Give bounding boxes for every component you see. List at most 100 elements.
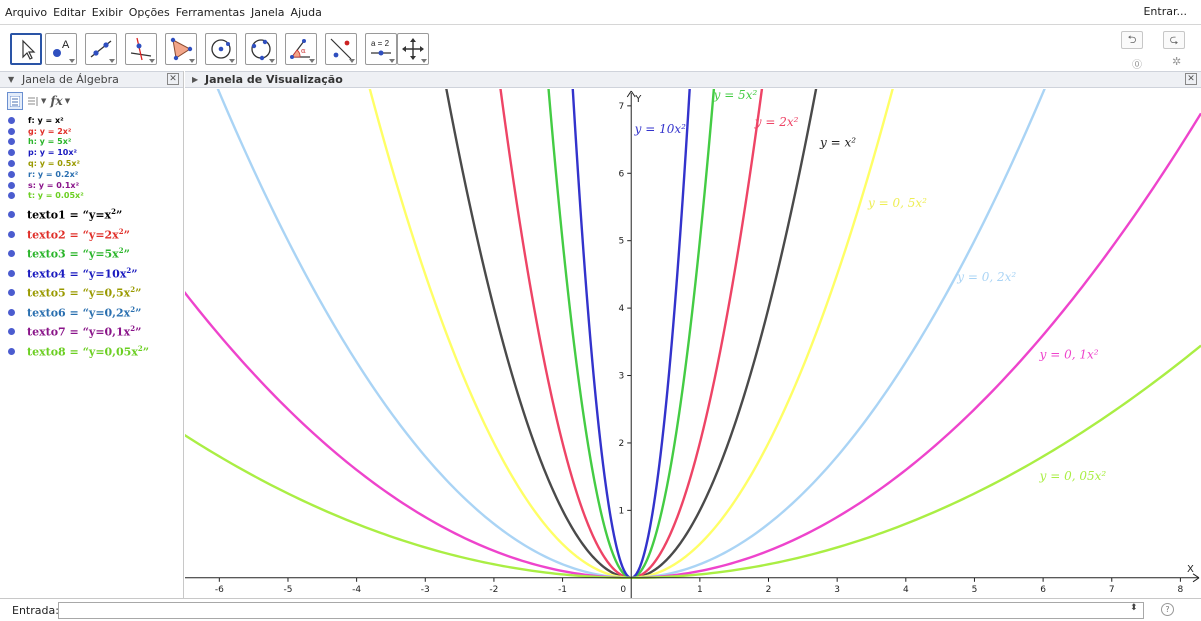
x-tick-label: 8	[1178, 585, 1184, 595]
algebra-text-row[interactable]: texto7 = “y=0,1x2”	[0, 322, 184, 342]
function-labels: y = x² y = 2x² y = 5x² y = 10x² y = 0, 5x² y …	[634, 89, 1107, 483]
text-object-value: y=0,05x	[88, 345, 138, 359]
text-object-value: y=2x	[88, 228, 119, 242]
move-graphics-view-icon	[402, 38, 424, 60]
visibility-toggle-icon[interactable]	[8, 149, 15, 157]
text-object-name: texto8	[27, 345, 66, 359]
svg-text:A: A	[62, 39, 70, 51]
algebra-text-row[interactable]: texto3 = “y=5x2”	[0, 244, 184, 264]
circle-three-points-tool-button[interactable]	[245, 33, 277, 65]
graph-label-p[interactable]: y = 10x²	[634, 122, 687, 136]
close-graphics-view-icon[interactable]: ✕	[1185, 73, 1197, 85]
x-tick-label: -1	[558, 585, 567, 595]
line-tool-button[interactable]	[85, 33, 117, 65]
graph-label-g[interactable]: y = 2x²	[754, 115, 799, 129]
algebra-function-row[interactable]: g: y = 2x²	[0, 126, 184, 137]
parabola-t[interactable]	[185, 344, 1201, 579]
line-icon	[90, 40, 112, 58]
visibility-toggle-icon[interactable]	[8, 181, 15, 189]
graph-label-t[interactable]: y = 0, 05x²	[1039, 469, 1107, 483]
angle-tool-button[interactable]: α	[285, 33, 317, 65]
close-algebra-view-icon[interactable]: ✕	[167, 73, 179, 85]
graph-label-s[interactable]: y = 0, 1x²	[1039, 348, 1099, 362]
algebra-function-row[interactable]: p: y = 10x²	[0, 147, 184, 158]
polygon-tool-button[interactable]	[165, 33, 197, 65]
visibility-toggle-icon[interactable]	[8, 192, 15, 200]
menu-exibir[interactable]: Exibir	[91, 5, 123, 19]
graph-label-h[interactable]: y = 5x²	[713, 89, 758, 102]
menu-editar[interactable]: Editar	[53, 5, 86, 19]
graph-label-r[interactable]: y = 0, 2x²	[956, 270, 1016, 284]
description-mode-button[interactable]: fx ▼	[50, 92, 70, 110]
exponent: 2	[130, 285, 136, 295]
help-icon[interactable]: ⓪	[1132, 60, 1142, 71]
function-definition: q: y = 0.5x²	[28, 159, 81, 169]
algebra-function-row[interactable]: q: y = 0.5x²	[0, 158, 184, 169]
visibility-toggle-icon[interactable]	[8, 230, 15, 238]
algebra-function-row[interactable]: t: y = 0.05x²	[0, 191, 184, 202]
algebra-text-row[interactable]: texto1 = “y=x2”	[0, 205, 184, 225]
perpendicular-tool-button[interactable]	[125, 33, 157, 65]
function-graphs	[185, 89, 1201, 579]
visibility-toggle-icon[interactable]	[8, 308, 15, 316]
sort-by-button[interactable]: ▼	[27, 92, 46, 110]
graph-label-q[interactable]: y = 0, 5x²	[867, 196, 927, 210]
point-tool-button[interactable]: A	[45, 33, 77, 65]
menu-arquivo[interactable]: Arquivo	[5, 5, 48, 19]
menu-janela[interactable]: Janela	[251, 5, 285, 19]
menu-bar: Arquivo Editar Exibir Opções Ferramentas…	[0, 0, 1201, 24]
expand-triangle-icon[interactable]: ▶	[192, 75, 199, 84]
menu-ajuda[interactable]: Ajuda	[290, 5, 322, 19]
graphics-canvas[interactable]: y = x² y = 2x² y = 5x² y = 10x² y = 0, 5x² y …	[185, 89, 1201, 598]
visibility-toggle-icon[interactable]	[8, 289, 15, 297]
collapse-triangle-icon[interactable]: ▼	[8, 75, 15, 84]
reflect-tool-button[interactable]	[325, 33, 357, 65]
graph-label-f[interactable]: y = x²	[819, 135, 856, 149]
algebra-object-list: f: y = x² g: y = 2x² h: y = 5x² p: y = 10x²…	[0, 115, 184, 361]
algebra-function-row[interactable]: s: y = 0.1x²	[0, 180, 184, 191]
input-help-icon[interactable]: ?	[1161, 603, 1174, 616]
text-object-value: y=5x	[88, 248, 119, 262]
text-object-equals: = “	[65, 345, 89, 359]
graphics-view-title: Janela de Visualização	[205, 73, 343, 86]
input-field[interactable]	[58, 602, 1144, 619]
y-tick-label: 3	[618, 372, 624, 382]
text-object-name: texto6	[27, 306, 66, 320]
parabola-s[interactable]	[185, 112, 1201, 579]
redo-button[interactable]: ⮎	[1163, 31, 1185, 49]
x-tick-label: -3	[421, 585, 430, 595]
algebra-text-row[interactable]: texto8 = “y=0,05x2”	[0, 342, 184, 362]
visibility-toggle-icon[interactable]	[8, 250, 15, 258]
visibility-toggle-icon[interactable]	[8, 138, 15, 146]
algebra-text-row[interactable]: texto4 = “y=10x2”	[0, 264, 184, 284]
graphics-view: ▶ Janela de Visualização ✕ y = x² y = 2x²…	[185, 71, 1201, 598]
menu-opcoes[interactable]: Opções	[128, 5, 170, 19]
algebra-function-row[interactable]: f: y = x²	[0, 115, 184, 126]
algebra-function-row[interactable]: r: y = 0.2x²	[0, 169, 184, 180]
y-axis-label: Y	[634, 94, 642, 105]
algebra-text-row[interactable]: texto6 = “y=0,2x2”	[0, 303, 184, 323]
login-link[interactable]: Entrar...	[1143, 5, 1187, 18]
visibility-toggle-icon[interactable]	[8, 347, 15, 355]
move-view-tool-button[interactable]	[397, 33, 429, 65]
slider-tool-button[interactable]: a = 2	[365, 33, 397, 65]
visibility-toggle-icon[interactable]	[8, 160, 15, 168]
undo-button[interactable]: ⮌	[1121, 31, 1143, 49]
function-definition: h: y = 5x²	[28, 137, 72, 147]
input-history-arrows-icon[interactable]: ⬍	[1130, 603, 1138, 613]
visibility-toggle-icon[interactable]	[8, 211, 15, 219]
auxiliary-objects-toggle[interactable]	[7, 92, 23, 110]
algebra-text-row[interactable]: texto2 = “y=2x2”	[0, 225, 184, 245]
exponent: 2	[130, 304, 136, 314]
visibility-toggle-icon[interactable]	[8, 127, 15, 135]
menu-ferramentas[interactable]: Ferramentas	[175, 5, 246, 19]
settings-gear-icon[interactable]: ✲	[1172, 55, 1182, 68]
visibility-toggle-icon[interactable]	[8, 170, 15, 178]
algebra-text-row[interactable]: texto5 = “y=0,5x2”	[0, 283, 184, 303]
visibility-toggle-icon[interactable]	[8, 328, 15, 336]
circle-tool-button[interactable]	[205, 33, 237, 65]
visibility-toggle-icon[interactable]	[8, 269, 15, 277]
visibility-toggle-icon[interactable]	[8, 116, 15, 124]
move-tool-button[interactable]	[10, 33, 42, 65]
algebra-function-row[interactable]: h: y = 5x²	[0, 137, 184, 148]
